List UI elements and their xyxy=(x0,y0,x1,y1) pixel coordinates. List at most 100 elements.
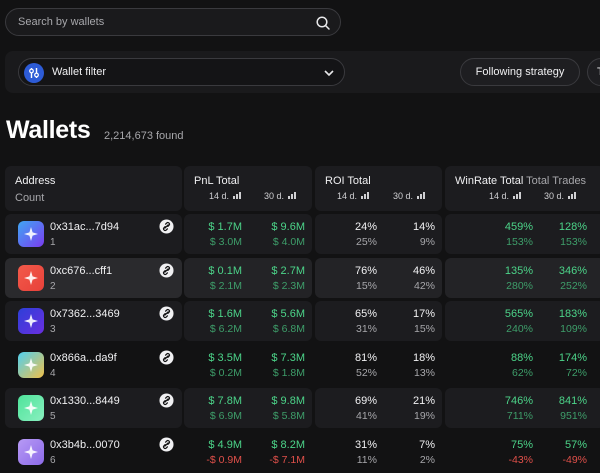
pnl-30d-sub-value: $ 1.8M xyxy=(272,367,305,379)
wallet-address[interactable]: 0xc676...cff1 xyxy=(50,265,113,277)
pnl-14d-sub-value: $ 6.2M xyxy=(209,323,242,335)
pnl-14d-sub-value: $ 0.2M xyxy=(209,367,242,379)
link-icon[interactable] xyxy=(159,306,174,321)
pnl-14d-sub-value: $ 3.0M xyxy=(209,236,242,248)
roi-14d-sort[interactable]: 14 d. xyxy=(337,191,370,201)
sparkle-icon xyxy=(24,227,38,241)
link-icon[interactable] xyxy=(159,219,174,234)
wallet-address-cell[interactable]: 0x3b4b...0070 6 xyxy=(5,432,182,472)
avatar xyxy=(18,221,44,247)
roi-30d-value: 21% xyxy=(412,395,435,407)
roi-14d-sub-value: 52% xyxy=(355,367,377,379)
pnl-30d-sort[interactable]: 30 d. xyxy=(264,191,297,201)
pnl-30d-value: $ 7.3M xyxy=(271,352,305,364)
roi-14d-value: 24% xyxy=(354,221,377,233)
winrate-14d-sort[interactable]: 14 d. xyxy=(489,191,522,201)
sparkle-icon xyxy=(24,358,38,372)
roi-14d-value: 31% xyxy=(354,439,377,451)
next-filter-button[interactable]: T xyxy=(587,58,600,86)
roi-cell: 65% 31% 17% 15% xyxy=(315,301,442,341)
link-icon[interactable] xyxy=(159,437,174,452)
winrate-30d-sub-value: 153% xyxy=(560,236,587,248)
winrate-label: WinRate Total xyxy=(455,175,524,187)
pnl-14d-value: $ 0.1M xyxy=(208,265,242,277)
link-icon[interactable] xyxy=(159,263,174,278)
pnl-30d-value: $ 5.6M xyxy=(271,308,305,320)
wallet-rank: 3 xyxy=(50,324,56,335)
roi-14d-value: 69% xyxy=(354,395,377,407)
pnl-14d-sort[interactable]: 14 d. xyxy=(209,191,242,201)
roi-30d-value: 7% xyxy=(419,439,435,451)
avatar xyxy=(18,265,44,291)
header-roi[interactable]: ROI Total 14 d. 30 d. xyxy=(315,166,442,211)
winrate-30d-sub-value: -49% xyxy=(562,454,587,466)
roi-14d-sub-value: 31% xyxy=(355,323,377,335)
winrate-cell: 75% -43% 57% -49% xyxy=(445,432,600,472)
wallet-address-cell[interactable]: 0x7362...3469 3 xyxy=(5,301,182,341)
sparkle-icon xyxy=(24,401,38,415)
bar-chart-icon xyxy=(233,192,242,199)
roi-14d-sub-value: 11% xyxy=(356,454,377,466)
wallet-address-cell[interactable]: 0xc676...cff1 2 xyxy=(5,258,182,298)
pnl-cell: $ 1.6M $ 6.2M $ 5.6M $ 6.8M xyxy=(184,301,312,341)
wallet-filter-dropdown[interactable]: Wallet filter xyxy=(18,58,345,86)
winrate-cell: 565% 240% 183% 109% xyxy=(445,301,600,341)
following-strategy-button[interactable]: Following strategy xyxy=(460,58,580,86)
wallet-address[interactable]: 0x1330...8449 xyxy=(50,395,120,407)
pnl-14d-sub-value: -$ 0.9M xyxy=(206,454,242,466)
roi-30d-sub-value: 9% xyxy=(419,236,435,248)
winrate-14d-sub-value: -43% xyxy=(508,454,533,466)
winrate-30d-value: 128% xyxy=(558,221,587,233)
wallet-rank: 6 xyxy=(50,455,56,466)
avatar xyxy=(18,352,44,378)
search-placeholder: Search by wallets xyxy=(18,16,105,28)
link-icon[interactable] xyxy=(159,393,174,408)
pnl-cell: $ 1.7M $ 3.0M $ 9.6M $ 4.0M xyxy=(184,214,312,254)
bar-chart-icon xyxy=(513,192,522,199)
wallet-address[interactable]: 0x866a...da9f xyxy=(50,352,117,364)
roi-14d-sub-value: 25% xyxy=(355,236,377,248)
header-winrate[interactable]: WinRate Total Total Trades 14 d. 30 d. xyxy=(445,166,600,211)
wallet-address[interactable]: 0x7362...3469 xyxy=(50,308,120,320)
wallet-rank: 1 xyxy=(50,237,56,248)
winrate-cell: 746% 711% 841% 951% xyxy=(445,388,600,428)
period-label: 30 d. xyxy=(264,191,285,201)
chevron-down-icon xyxy=(324,70,334,77)
roi-14d-value: 65% xyxy=(354,308,377,320)
wallet-address[interactable]: 0x3b4b...0070 xyxy=(50,439,120,451)
bar-chart-icon xyxy=(361,192,370,199)
winrate-30d-value: 346% xyxy=(558,265,587,277)
header-pnl[interactable]: PnL Total 14 d. 30 d. xyxy=(184,166,312,211)
count-header-label: Count xyxy=(15,192,45,204)
wallet-rank: 2 xyxy=(50,281,56,292)
pnl-14d-value: $ 1.6M xyxy=(208,308,242,320)
wallet-address-cell[interactable]: 0x1330...8449 5 xyxy=(5,388,182,428)
sparkle-icon xyxy=(24,271,38,285)
pnl-cell: $ 3.5M $ 0.2M $ 7.3M $ 1.8M xyxy=(184,345,312,385)
page-title: Wallets xyxy=(6,116,91,144)
pnl-14d-value: $ 7.8M xyxy=(208,395,242,407)
roi-cell: 81% 52% 18% 13% xyxy=(315,345,442,385)
pnl-cell: $ 0.1M $ 2.1M $ 2.7M $ 2.3M xyxy=(184,258,312,298)
header-address[interactable]: Address Count xyxy=(5,166,182,211)
wallet-address-cell[interactable]: 0x31ac...7d94 1 xyxy=(5,214,182,254)
winrate-14d-value: 88% xyxy=(510,352,533,364)
winrate-14d-value: 75% xyxy=(510,439,533,451)
wallet-address-cell[interactable]: 0x866a...da9f 4 xyxy=(5,345,182,385)
roi-cell: 76% 15% 46% 42% xyxy=(315,258,442,298)
total-trades-label: Total Trades xyxy=(526,175,587,187)
bar-chart-icon xyxy=(417,192,426,199)
search-input[interactable]: Search by wallets xyxy=(5,8,341,36)
winrate-cell: 135% 280% 346% 252% xyxy=(445,258,600,298)
winrate-30d-value: 174% xyxy=(558,352,587,364)
search-icon[interactable] xyxy=(315,15,331,31)
winrate-header-label: WinRate Total Total Trades xyxy=(455,175,586,187)
roi-30d-value: 17% xyxy=(412,308,435,320)
winrate-14d-sub-value: 280% xyxy=(506,280,533,292)
winrate-30d-sort[interactable]: 30 d. xyxy=(544,191,577,201)
link-icon[interactable] xyxy=(159,350,174,365)
wallet-address[interactable]: 0x31ac...7d94 xyxy=(50,221,120,233)
results-count: 2,214,673 found xyxy=(104,130,184,142)
winrate-14d-value: 746% xyxy=(504,395,533,407)
roi-30d-sort[interactable]: 30 d. xyxy=(393,191,426,201)
